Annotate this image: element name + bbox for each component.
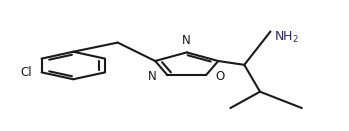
Text: NH$_2$: NH$_2$ [274, 30, 299, 45]
Text: N: N [182, 34, 191, 47]
Text: Cl: Cl [20, 66, 32, 79]
Text: N: N [148, 70, 157, 83]
Text: O: O [215, 70, 224, 83]
